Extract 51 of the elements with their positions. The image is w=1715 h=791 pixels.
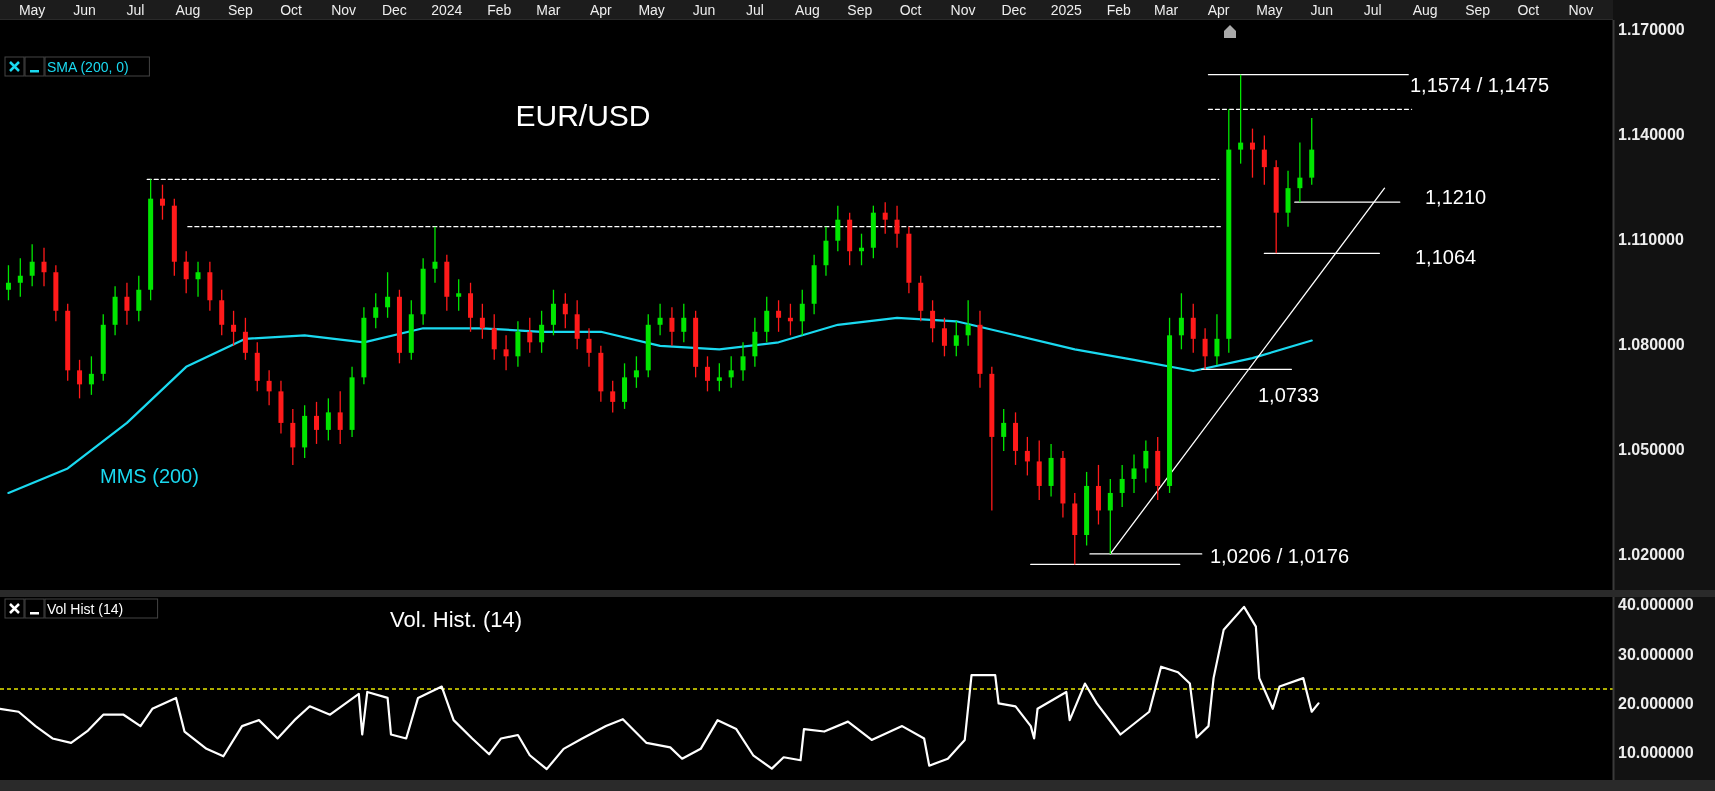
legend-label: SMA (200, 0) <box>47 59 129 75</box>
x-tick-label: May <box>1256 1 1283 18</box>
x-tick-label: Dec <box>381 1 407 18</box>
y-tick-label: 1.140000 <box>1618 125 1685 143</box>
y-tick-label: 40.000000 <box>1618 596 1694 614</box>
x-tick-label: Feb <box>1106 1 1132 18</box>
x-tick-label: Nov <box>331 1 357 18</box>
y-tick-label: 1.050000 <box>1618 441 1685 459</box>
text: Vol. Hist. (14) <box>389 606 523 632</box>
x-tick-label: Apr <box>1207 1 1230 18</box>
x-tick-label: Jul <box>1363 1 1382 18</box>
x-tick-label: Jun <box>1310 1 1334 18</box>
x-tick-label: Sep <box>1465 1 1491 18</box>
y-tick-label: 1.080000 <box>1618 336 1685 354</box>
y-tick-label: 30.000000 <box>1618 645 1694 663</box>
y-tick-label: 1.020000 <box>1618 546 1685 564</box>
x-tick-label: Jul <box>745 1 764 18</box>
x-tick-label: Jun <box>692 1 716 18</box>
annotation: 1,1064 <box>1415 246 1477 269</box>
annotation: 1,0206 / 1,0176 <box>1210 545 1350 568</box>
text: EUR/USD <box>515 98 651 132</box>
x-tick-label: Aug <box>794 1 820 18</box>
x-tick-label: May <box>18 1 46 18</box>
x-tick-label: Feb <box>487 1 512 18</box>
x-tick-label: Nov <box>950 1 976 18</box>
x-tick-label: Jun <box>73 1 96 18</box>
y-tick-label: 1.110000 <box>1618 230 1684 248</box>
x-tick-label: Sep <box>847 1 873 18</box>
y-tick-label: 10.000000 <box>1618 744 1694 762</box>
x-tick-label: 2024 <box>431 1 463 18</box>
x-tick-label: Sep <box>227 1 254 18</box>
x-tick-label: Oct <box>899 1 922 18</box>
x-tick-label: Aug <box>175 1 201 18</box>
x-tick-label: Aug <box>1412 1 1438 18</box>
x-tick-label: May <box>638 1 665 18</box>
x-tick-label: Jul <box>126 1 145 18</box>
x-tick-label: 2025 <box>1050 1 1083 18</box>
y-tick-label: 1.170000 <box>1618 20 1685 38</box>
x-tick-label: Oct <box>1517 1 1540 18</box>
x-tick-label: Nov <box>1568 1 1594 18</box>
annotation: 1,0733 <box>1258 384 1320 407</box>
x-tick-label: Dec <box>1001 1 1027 18</box>
annotation: MMS (200) <box>100 465 199 488</box>
x-tick-label: Mar <box>1154 1 1179 18</box>
x-tick-label: Mar <box>536 1 561 18</box>
y-tick-label: 20.000000 <box>1618 695 1694 713</box>
x-tick-label: Oct <box>280 1 303 18</box>
annotation: 1,1574 / 1,1475 <box>1410 74 1550 97</box>
annotation: 1,1210 <box>1425 186 1487 209</box>
x-tick-label: Apr <box>589 1 613 18</box>
legend-label: Vol Hist (14) <box>47 601 124 617</box>
